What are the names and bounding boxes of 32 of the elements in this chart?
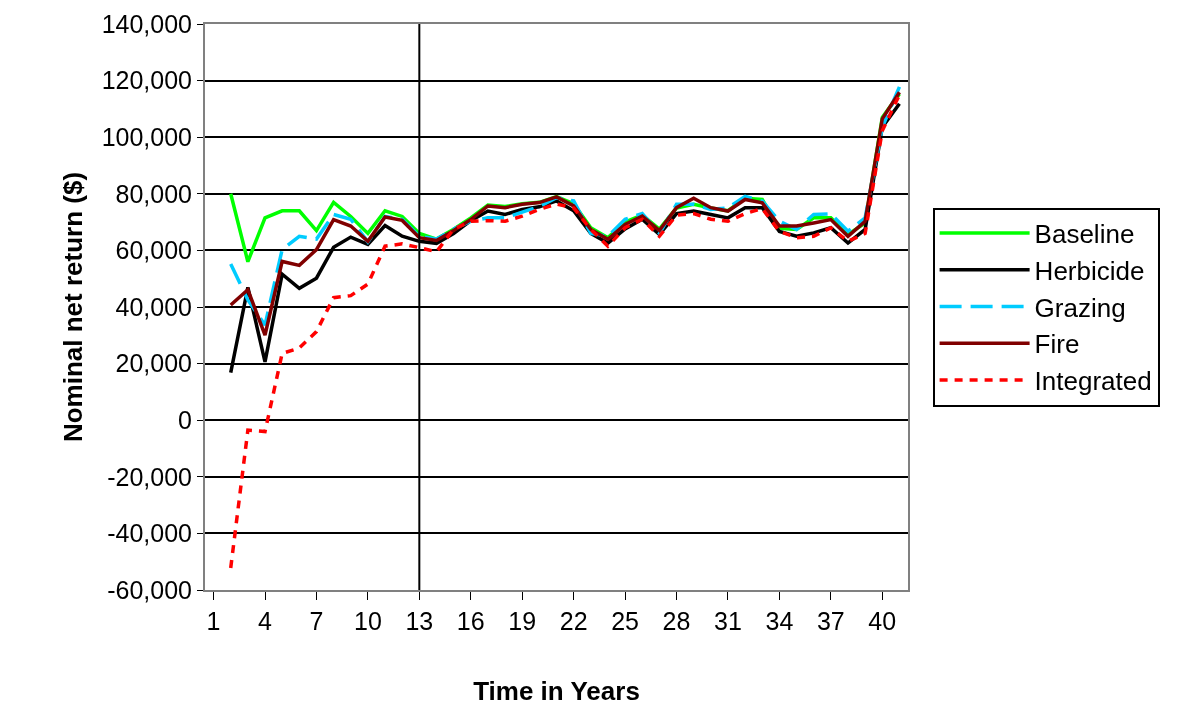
x-tick-label: 40 bbox=[868, 607, 897, 635]
legend-label: Herbicide bbox=[1034, 255, 1145, 286]
x-tick-label: 22 bbox=[559, 607, 588, 635]
x-tick-label: 37 bbox=[816, 607, 845, 635]
x-tick-label: 7 bbox=[309, 607, 324, 635]
y-tick-label: 60,000 bbox=[115, 236, 192, 265]
x-tick-label: 13 bbox=[405, 607, 434, 635]
y-tick-label: -20,000 bbox=[107, 462, 192, 491]
y-tick-label: 80,000 bbox=[115, 179, 192, 208]
x-tick-label: 28 bbox=[662, 607, 691, 635]
x-axis-title: Time in Years bbox=[473, 676, 640, 707]
legend-label: Fire bbox=[1034, 329, 1080, 360]
y-tick-label: 20,000 bbox=[115, 349, 192, 378]
y-tick-label: 40,000 bbox=[115, 292, 192, 321]
y-tick-label: -60,000 bbox=[107, 575, 192, 604]
x-tick-label: 25 bbox=[611, 607, 639, 635]
y-tick-label: -40,000 bbox=[107, 519, 192, 548]
x-tick-label: 4 bbox=[258, 607, 273, 635]
x-tick-label: 34 bbox=[765, 607, 794, 635]
y-axis-title: Nominal net return ($) bbox=[57, 171, 88, 443]
legend-label: Integrated bbox=[1034, 366, 1152, 397]
x-tick-label: 19 bbox=[508, 607, 537, 635]
legend-label: Grazing bbox=[1034, 292, 1126, 323]
y-tick-label: 120,000 bbox=[101, 66, 192, 95]
x-tick-label: 1 bbox=[206, 607, 221, 635]
y-tick-label: 140,000 bbox=[101, 9, 192, 38]
x-tick-label: 31 bbox=[714, 607, 742, 635]
legend-label: Baseline bbox=[1034, 219, 1135, 250]
y-tick-label: 100,000 bbox=[101, 122, 192, 151]
x-tick-label: 10 bbox=[353, 607, 382, 635]
x-tick-label: 16 bbox=[456, 607, 485, 635]
y-tick-label: 0 bbox=[178, 405, 192, 434]
